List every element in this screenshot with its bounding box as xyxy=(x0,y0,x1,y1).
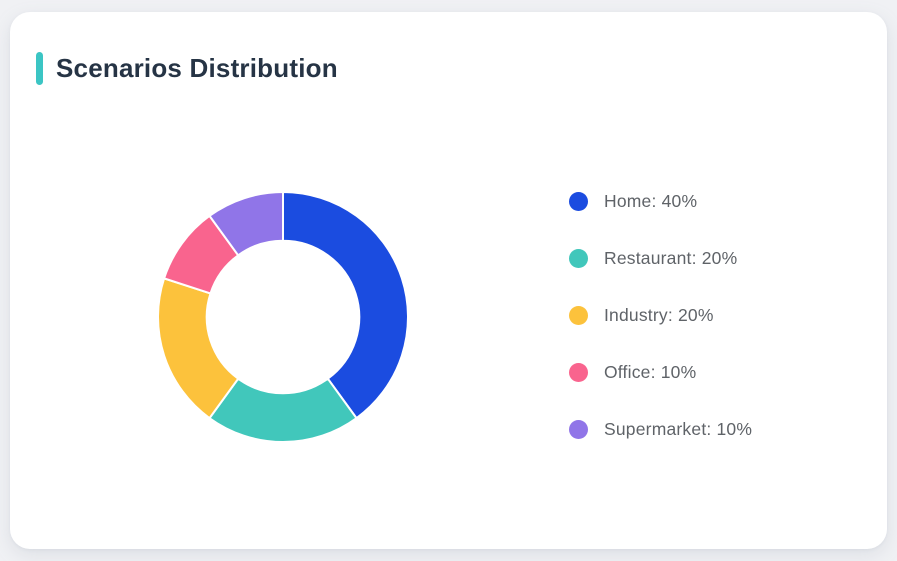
legend-item-office[interactable]: Office: 10% xyxy=(569,344,752,401)
legend-dot-industry xyxy=(569,306,588,325)
legend-dot-home xyxy=(569,192,588,211)
legend-label: Supermarket: 10% xyxy=(604,419,753,439)
legend-item-home[interactable]: Home: 40% xyxy=(569,173,752,230)
legend-dot-supermarket xyxy=(569,420,588,439)
scenarios-distribution-card: Scenarios Distribution Home: 40% Restaura… xyxy=(10,12,887,549)
card-header: Scenarios Distribution xyxy=(36,52,338,85)
title-accent-bar xyxy=(36,52,43,85)
legend-item-restaurant[interactable]: Restaurant: 20% xyxy=(569,230,752,287)
donut-slice-supermarket[interactable] xyxy=(208,191,284,257)
legend-label: Industry: 20% xyxy=(604,305,714,325)
page-title: Scenarios Distribution xyxy=(56,53,338,83)
legend-item-supermarket[interactable]: Supermarket: 10% xyxy=(569,401,752,458)
donut-chart xyxy=(133,167,433,467)
legend-label: Home: 40% xyxy=(604,191,698,211)
legend-dot-office xyxy=(569,363,588,382)
legend-label: Office: 10% xyxy=(604,362,697,382)
legend-label: Restaurant: 20% xyxy=(604,248,738,268)
legend-dot-restaurant xyxy=(569,249,588,268)
legend-item-industry[interactable]: Industry: 20% xyxy=(569,287,752,344)
donut-chart-svg xyxy=(157,191,409,443)
chart-legend: Home: 40% Restaurant: 20% Industry: 20% Off… xyxy=(569,173,752,458)
donut-slice-home[interactable] xyxy=(282,191,409,420)
